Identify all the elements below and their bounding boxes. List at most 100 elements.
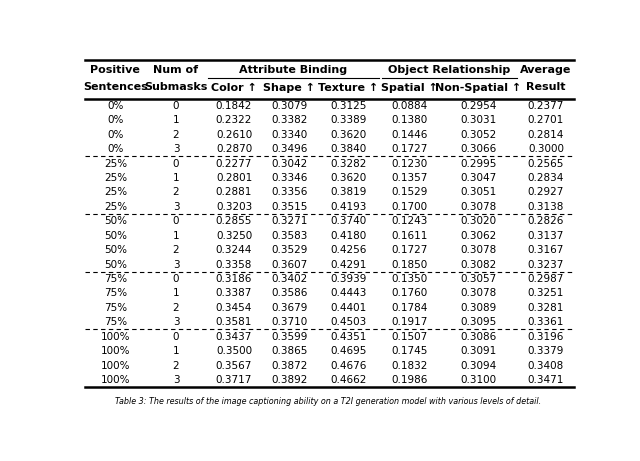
Text: 75%: 75% [104, 303, 127, 313]
Text: 0.2927: 0.2927 [528, 188, 564, 197]
Text: 0.2995: 0.2995 [460, 159, 497, 169]
Text: 2: 2 [173, 130, 179, 140]
Text: Color ↑: Color ↑ [211, 83, 257, 93]
Text: 0.1727: 0.1727 [391, 144, 428, 154]
Text: 0.3379: 0.3379 [528, 346, 564, 356]
Text: 50%: 50% [104, 216, 127, 226]
Text: 0.1760: 0.1760 [391, 289, 428, 298]
Text: Attribute Binding: Attribute Binding [239, 65, 348, 75]
Text: 0.1230: 0.1230 [391, 159, 428, 169]
Text: 0.3387: 0.3387 [216, 289, 252, 298]
Text: 25%: 25% [104, 202, 127, 212]
Text: 0.3599: 0.3599 [271, 332, 307, 342]
Text: Num of: Num of [154, 65, 198, 75]
Text: 2: 2 [173, 188, 179, 197]
Text: 0.2870: 0.2870 [216, 144, 252, 154]
Text: 0.2826: 0.2826 [528, 216, 564, 226]
Text: Shape ↑: Shape ↑ [263, 83, 316, 93]
Text: 0.4695: 0.4695 [330, 346, 367, 356]
Text: 25%: 25% [104, 173, 127, 183]
Text: 0.3340: 0.3340 [271, 130, 307, 140]
Text: 0.3581: 0.3581 [216, 317, 252, 327]
Text: 0.1243: 0.1243 [391, 216, 428, 226]
Text: 100%: 100% [100, 361, 130, 371]
Text: 25%: 25% [104, 188, 127, 197]
Text: 0.1507: 0.1507 [391, 332, 428, 342]
Text: 0.1745: 0.1745 [391, 346, 428, 356]
Text: 0.3052: 0.3052 [460, 130, 497, 140]
Text: 0.2565: 0.2565 [528, 159, 564, 169]
Text: 0.3051: 0.3051 [460, 188, 497, 197]
Text: 0.3078: 0.3078 [460, 245, 497, 255]
Text: 0.3892: 0.3892 [271, 375, 307, 385]
Text: 0.3865: 0.3865 [271, 346, 307, 356]
Text: 0.3408: 0.3408 [528, 361, 564, 371]
Text: 0.4676: 0.4676 [330, 361, 367, 371]
Text: 0.2610: 0.2610 [216, 130, 252, 140]
Text: 0.3496: 0.3496 [271, 144, 307, 154]
Text: 3: 3 [173, 144, 179, 154]
Text: 0.3250: 0.3250 [216, 230, 252, 241]
Text: 0.3819: 0.3819 [330, 188, 367, 197]
Text: 0.3356: 0.3356 [271, 188, 307, 197]
Text: 25%: 25% [104, 159, 127, 169]
Text: 0.2322: 0.2322 [216, 115, 252, 125]
Text: 0.2954: 0.2954 [460, 101, 497, 111]
Text: 0.3089: 0.3089 [460, 303, 497, 313]
Text: 0.4503: 0.4503 [330, 317, 367, 327]
Text: 100%: 100% [100, 346, 130, 356]
Text: 0%: 0% [107, 101, 124, 111]
Text: 0.3082: 0.3082 [460, 260, 497, 270]
Text: 0.3679: 0.3679 [271, 303, 307, 313]
Text: 0.3100: 0.3100 [460, 375, 497, 385]
Text: 0.4351: 0.4351 [330, 332, 367, 342]
Text: 0.3244: 0.3244 [216, 245, 252, 255]
Text: 0.4662: 0.4662 [330, 375, 367, 385]
Text: 0.3567: 0.3567 [216, 361, 252, 371]
Text: Result: Result [526, 82, 566, 92]
Text: 3: 3 [173, 202, 179, 212]
Text: 0.3358: 0.3358 [216, 260, 252, 270]
Text: 0.3042: 0.3042 [271, 159, 307, 169]
Text: 100%: 100% [100, 332, 130, 342]
Text: 50%: 50% [104, 230, 127, 241]
Text: Submasks: Submasks [145, 82, 208, 92]
Text: 0.1700: 0.1700 [391, 202, 428, 212]
Text: 0.3620: 0.3620 [330, 130, 367, 140]
Text: 0.1727: 0.1727 [391, 245, 428, 255]
Text: 0.4193: 0.4193 [330, 202, 367, 212]
Text: 0%: 0% [107, 115, 124, 125]
Text: 0.3500: 0.3500 [216, 346, 252, 356]
Text: 0.4443: 0.4443 [330, 289, 367, 298]
Text: 3: 3 [173, 375, 179, 385]
Text: 0.2701: 0.2701 [528, 115, 564, 125]
Text: 0.2855: 0.2855 [216, 216, 252, 226]
Text: 0.3872: 0.3872 [271, 361, 307, 371]
Text: 0.3282: 0.3282 [330, 159, 367, 169]
Text: Spatial ↑: Spatial ↑ [381, 83, 438, 93]
Text: 0.1611: 0.1611 [391, 230, 428, 241]
Text: 0.3717: 0.3717 [216, 375, 252, 385]
Text: 0.3062: 0.3062 [460, 230, 497, 241]
Text: 0.3437: 0.3437 [216, 332, 252, 342]
Text: 0.1446: 0.1446 [391, 130, 428, 140]
Text: 2: 2 [173, 245, 179, 255]
Text: 0.3251: 0.3251 [528, 289, 564, 298]
Text: 75%: 75% [104, 289, 127, 298]
Text: 2: 2 [173, 303, 179, 313]
Text: 0: 0 [173, 216, 179, 226]
Text: 0.1380: 0.1380 [391, 115, 428, 125]
Text: 0.3079: 0.3079 [271, 101, 307, 111]
Text: 0.1350: 0.1350 [391, 274, 428, 284]
Text: 0.4401: 0.4401 [330, 303, 367, 313]
Text: 0.2814: 0.2814 [528, 130, 564, 140]
Text: 0.3586: 0.3586 [271, 289, 307, 298]
Text: 0.3740: 0.3740 [330, 216, 367, 226]
Text: Sentences: Sentences [83, 82, 148, 92]
Text: 0.1986: 0.1986 [391, 375, 428, 385]
Text: 75%: 75% [104, 317, 127, 327]
Text: 0: 0 [173, 159, 179, 169]
Text: 0.3047: 0.3047 [460, 173, 497, 183]
Text: 0.3389: 0.3389 [330, 115, 367, 125]
Text: 0.3271: 0.3271 [271, 216, 307, 226]
